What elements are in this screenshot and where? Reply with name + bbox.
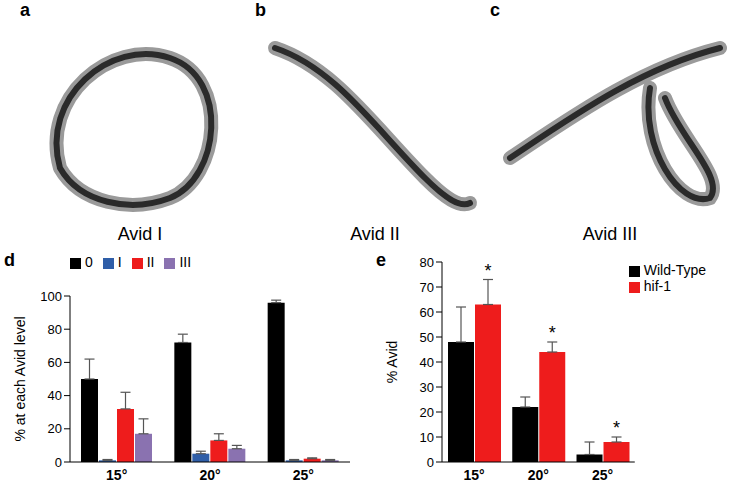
html-text:III: III [179,254,192,270]
svg-text:15°: 15° [106,467,127,483]
svg-text:80: 80 [420,255,434,270]
svg-text:70: 70 [420,280,434,295]
svg-text:*: * [549,323,556,343]
svg-text:0: 0 [55,455,62,470]
svg-text:10: 10 [420,430,434,445]
html-text:Avid II: Avid II [350,224,400,244]
svg-text:50: 50 [420,330,434,345]
html-text:a: a [20,0,30,20]
svg-text:60: 60 [48,355,62,370]
html-text:0: 0 [85,254,93,270]
svg-text:% Avid: % Avid [384,341,400,384]
html-text:e: e [376,250,386,270]
svg-text:20°: 20° [528,467,549,483]
svg-text:40: 40 [48,388,62,403]
svg-text:20: 20 [420,405,434,420]
svg-text:25°: 25° [293,467,314,483]
html-text:II: II [146,254,155,270]
svg-text:30: 30 [420,380,434,395]
html-text:I: I [117,254,122,270]
html-text:c: c [490,0,500,20]
html-text:hif-1: hif-1 [643,278,671,294]
svg-text:20: 20 [48,421,62,436]
svg-text:100: 100 [40,289,62,304]
html-text:b: b [255,0,266,20]
html-text:Wild-Type: Wild-Type [643,262,706,278]
html-text:Avid III: Avid III [582,224,638,244]
html-text:Avid I: Avid I [117,224,163,244]
svg-text:20°: 20° [199,467,220,483]
svg-text:% at each Avid level: % at each Avid level [12,316,28,441]
svg-text:25°: 25° [592,467,613,483]
svg-text:40: 40 [420,355,434,370]
svg-text:60: 60 [420,305,434,320]
svg-text:80: 80 [48,322,62,337]
svg-text:*: * [484,261,491,281]
svg-text:15°: 15° [464,467,485,483]
html-text:d: d [4,250,15,270]
svg-text:0: 0 [427,455,434,470]
svg-text:*: * [613,418,620,438]
